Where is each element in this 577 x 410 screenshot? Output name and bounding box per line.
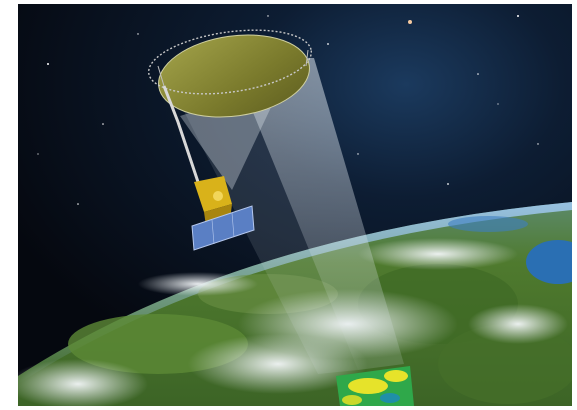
satellite-scene	[18, 4, 572, 406]
stars	[37, 15, 539, 205]
data-swath	[336, 366, 414, 406]
reflector-antenna	[147, 29, 313, 118]
solar-panel	[191, 205, 255, 251]
clouds	[18, 238, 568, 406]
scene-illustration	[18, 4, 572, 406]
ocean	[526, 240, 572, 284]
